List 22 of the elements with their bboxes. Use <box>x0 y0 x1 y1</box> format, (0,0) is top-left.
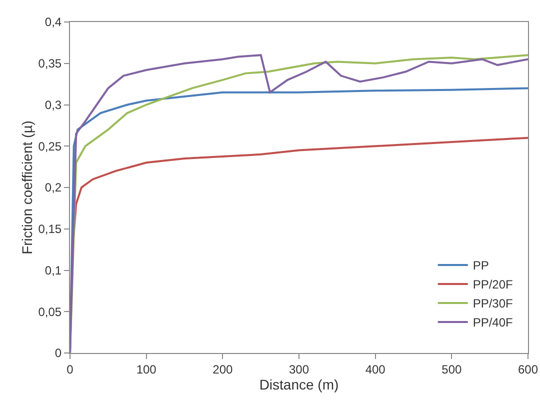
y-tick-label: 0 <box>54 346 62 360</box>
y-tick-label: 0,3 <box>44 98 62 112</box>
y-tick-label: 0,4 <box>44 15 62 30</box>
legend-label: PP/30F <box>472 296 513 311</box>
y-tick-label: 0,1 <box>44 263 62 278</box>
x-tick-label: 400 <box>365 362 386 376</box>
x-tick-label: 500 <box>442 362 462 376</box>
x-axis-title: Distance (m) <box>259 376 339 393</box>
x-tick-label: 600 <box>518 362 538 376</box>
x-tick-label: 0 <box>66 362 74 376</box>
y-tick-label: 0,25 <box>38 139 62 154</box>
y-tick-label: 0,05 <box>38 304 62 319</box>
x-tick-label: 100 <box>136 362 157 376</box>
y-tick-label: 0,35 <box>38 56 62 71</box>
legend-label: PP/40F <box>472 316 513 330</box>
x-tick-label: 200 <box>212 362 233 376</box>
legend-label: PP <box>472 258 489 273</box>
y-tick-label: 0,15 <box>38 222 62 236</box>
y-axis-title: Friction coefficient (µ) <box>19 120 35 254</box>
y-tick-label: 0,2 <box>44 180 62 195</box>
x-tick-label: 300 <box>288 362 310 376</box>
legend-label: PP/20F <box>472 278 513 292</box>
